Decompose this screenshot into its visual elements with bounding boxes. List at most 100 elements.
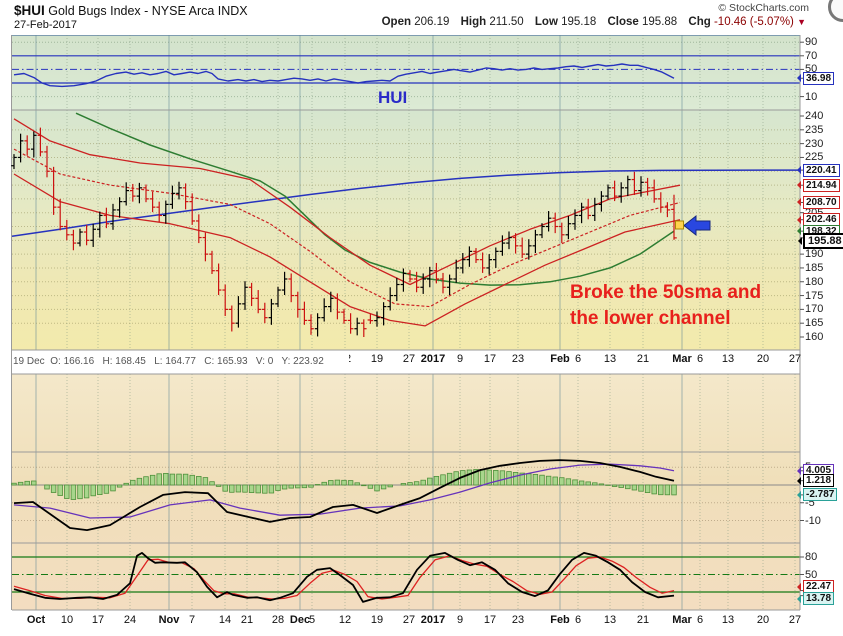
macd-histogram bbox=[11, 468, 677, 500]
copyright: © StockCharts.com bbox=[718, 2, 809, 14]
bottom-x-axis-label: 14 bbox=[218, 614, 232, 626]
high-value: 211.50 bbox=[489, 16, 524, 28]
close-value: 195.88 bbox=[642, 16, 678, 28]
bottom-x-axis-label: 10 bbox=[60, 614, 74, 626]
close-label: Close bbox=[607, 16, 639, 28]
rsi-value-tag: 36.98 bbox=[796, 71, 835, 85]
price-value-tag: 208.70 bbox=[797, 195, 840, 209]
stoch-value-tag: 22.47 bbox=[796, 580, 835, 594]
vertical-gridlines bbox=[35, 35, 796, 610]
open-label: Open bbox=[381, 16, 411, 28]
main-x-axis-label: 20 bbox=[756, 353, 770, 365]
bottom-x-axis-label: 28 bbox=[271, 614, 285, 626]
main-x-axis-label: Mar bbox=[672, 353, 692, 365]
main-x-axis-label: 2017 bbox=[420, 353, 446, 365]
bottom-x-axis-label: Oct bbox=[26, 614, 46, 626]
axis-tick-label: 160 bbox=[805, 331, 824, 343]
axis-tick-label: 80 bbox=[805, 551, 818, 563]
main-x-axis-label: 27 bbox=[402, 353, 416, 365]
price-panel-background bbox=[12, 110, 800, 350]
chg-down-triangle-icon: ▼ bbox=[797, 17, 806, 27]
main-x-axis-label: 9 bbox=[456, 353, 464, 365]
bottom-x-axis-label: 12 bbox=[338, 614, 352, 626]
price-bars bbox=[11, 127, 677, 337]
rsi-series bbox=[13, 63, 675, 88]
macd-lines bbox=[13, 459, 675, 531]
axis-tick-marks bbox=[800, 41, 804, 597]
main-x-axis-label: 6 bbox=[574, 353, 582, 365]
bottom-x-axis-label: 27 bbox=[788, 614, 802, 626]
bottom-x-axis-label: 9 bbox=[456, 614, 464, 626]
axis-tick-label: 10 bbox=[805, 90, 818, 103]
axis-tick-label: 70 bbox=[805, 49, 818, 62]
bottom-x-axis-label: 13 bbox=[721, 614, 735, 626]
main-x-axis-label: 17 bbox=[483, 353, 497, 365]
bottom-x-axis-label: 5 bbox=[308, 614, 316, 626]
main-x-axis-label: 13 bbox=[721, 353, 735, 365]
bottom-x-axis-label: 13 bbox=[603, 614, 617, 626]
bottom-x-axis-label: 17 bbox=[91, 614, 105, 626]
axis-tick-label: 180 bbox=[805, 275, 824, 288]
note-line-1: Broke the 50sma and bbox=[570, 282, 762, 303]
bottom-x-axis-label: 2017 bbox=[420, 614, 446, 626]
chart-title: $HUI Gold Bugs Index - NYSE Arca INDX bbox=[14, 3, 248, 18]
price-value-tag: 202.46 bbox=[797, 213, 840, 227]
bottom-x-axis-label: 24 bbox=[123, 614, 137, 626]
price-value-tag: 195.88 bbox=[798, 233, 843, 250]
axis-tick-label: 170 bbox=[805, 303, 824, 316]
bottom-x-axis-label: 6 bbox=[574, 614, 582, 626]
axis-tick-label: 50 bbox=[805, 568, 818, 581]
open-value: 206.19 bbox=[414, 16, 450, 28]
macd-value-tag: 1.218 bbox=[796, 474, 835, 488]
bottom-x-axis-label: 20 bbox=[756, 614, 770, 626]
main-x-axis-label: 21 bbox=[636, 353, 650, 365]
axis-tick-label: 225 bbox=[805, 151, 824, 164]
axis-tick-label: 185 bbox=[805, 261, 824, 274]
bottom-x-axis-label: 17 bbox=[483, 614, 497, 626]
price-value-tag: 220.41 bbox=[797, 163, 840, 177]
note-line-2: the lower channel bbox=[570, 308, 731, 329]
low-label: Low bbox=[534, 16, 558, 28]
axis-tick-label: 230 bbox=[805, 137, 824, 150]
bottom-x-axis-label: Feb bbox=[550, 614, 570, 626]
axis-tick-label: 90 bbox=[805, 36, 818, 49]
main-x-axis-label: 19 bbox=[370, 353, 384, 365]
bottom-x-axis-label: Mar bbox=[672, 614, 692, 626]
ohlc-tooltip: 19 Dec O: 166.16 H: 168.45 L: 164.77 C: … bbox=[13, 351, 349, 372]
bottom-x-axis-label: 21 bbox=[240, 614, 254, 626]
axis-tick-label: 235 bbox=[805, 123, 824, 136]
bottom-date-axis-strip bbox=[12, 610, 800, 636]
bottom-x-axis-label: Nov bbox=[158, 614, 180, 626]
bottom-x-axis-label: 19 bbox=[370, 614, 384, 626]
hui-watermark: HUI bbox=[378, 88, 408, 107]
axis-tick-label: 175 bbox=[805, 289, 824, 302]
chart-date: 27-Feb-2017 bbox=[14, 19, 77, 31]
bottom-x-axis-label: 6 bbox=[696, 614, 704, 626]
main-x-axis-label: 6 bbox=[696, 353, 704, 365]
symbol: $HUI bbox=[14, 3, 45, 18]
symbol-name: Gold Bugs Index - NYSE Arca INDX bbox=[48, 4, 248, 18]
annotation-handle bbox=[675, 220, 684, 230]
axis-tick-label: -5 bbox=[805, 496, 815, 509]
main-x-axis-label: Feb bbox=[550, 353, 570, 365]
axis-tick-label: -10 bbox=[805, 514, 821, 527]
help-widget-icon[interactable] bbox=[828, 0, 843, 22]
analyst-note: Broke the 50sma and the lower channel bbox=[570, 280, 761, 332]
high-label: High bbox=[460, 16, 487, 28]
axis-tick-label: 240 bbox=[805, 110, 824, 122]
macd-value-tag: -2.787 bbox=[796, 488, 838, 502]
bottom-x-axis-label: 21 bbox=[636, 614, 650, 626]
chg-value: -10.46 (-5.07%) bbox=[713, 16, 794, 28]
main-x-axis-label: 27 bbox=[788, 353, 802, 365]
bottom-x-axis-label: 7 bbox=[188, 614, 196, 626]
price-overlays bbox=[11, 112, 801, 327]
arrow-annotation[interactable] bbox=[675, 214, 711, 237]
quote-line: Open 206.19 High 211.50 Low 195.18 Close… bbox=[0, 16, 806, 28]
axis-tick-label: 165 bbox=[805, 317, 824, 330]
chg-label: Chg bbox=[688, 16, 711, 28]
panel-borders bbox=[11, 35, 801, 611]
stoch-lines bbox=[13, 552, 675, 603]
bottom-x-axis-label: 27 bbox=[402, 614, 416, 626]
